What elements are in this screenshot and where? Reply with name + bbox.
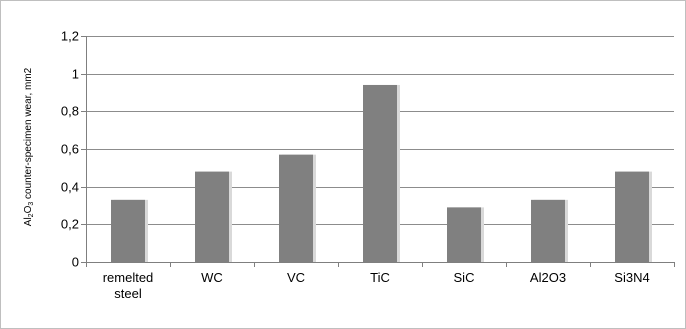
axes [81,36,675,267]
bar-body-0 [111,199,145,262]
bar-6 [615,171,652,262]
bar-body-1 [195,171,229,262]
y-axis-title: Al2O3 counter-specimen wear, mm2 [23,67,35,226]
y-tick-labels: 0 0,2 0,4 0,6 0,8 1 1,2 [61,29,79,270]
bar-body-4 [447,207,481,262]
bar-body-6 [615,171,649,262]
bar-body-3 [363,84,397,262]
bars [111,84,652,262]
x-tick-label-2: VC [287,270,305,285]
x-tick-label-3: TiC [370,270,390,285]
bar-0 [111,199,148,262]
y-tick-label-1: 0,2 [61,217,79,232]
y-tick-label-4: 0,8 [61,104,79,119]
x-tick-label-1: WC [201,270,223,285]
x-tick-labels: remelted steel WC VC TiC SiC Al2O3 Si3N4 [103,270,650,301]
x-tick-label-0: remelted steel [103,270,154,301]
bar-2 [279,154,316,262]
x-tick-label-5: Al2O3 [530,270,566,285]
y-tick-label-5: 1 [72,67,79,82]
y-tick-label-3: 0,6 [61,142,79,157]
bar-3 [363,84,400,262]
bar-5 [531,199,568,262]
bar-body-2 [279,154,313,262]
gridlines [86,36,674,225]
y-tick-label-6: 1,2 [61,29,79,44]
y-tick-label-0: 0 [72,255,79,270]
x-tick-label-6: Si3N4 [614,270,649,285]
bar-1 [195,171,232,262]
bar-4 [447,207,484,262]
bar-body-5 [531,199,565,262]
x-tick-label-4: SiC [454,270,475,285]
y-tick-label-2: 0,4 [61,180,79,195]
